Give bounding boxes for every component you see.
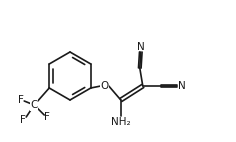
Text: F: F [18, 95, 24, 105]
Text: C: C [30, 100, 38, 110]
Text: F: F [44, 112, 50, 122]
Text: NH₂: NH₂ [111, 117, 131, 127]
Text: F: F [20, 115, 26, 125]
Text: O: O [101, 81, 109, 91]
Text: N: N [178, 81, 186, 91]
Text: N: N [137, 42, 145, 52]
